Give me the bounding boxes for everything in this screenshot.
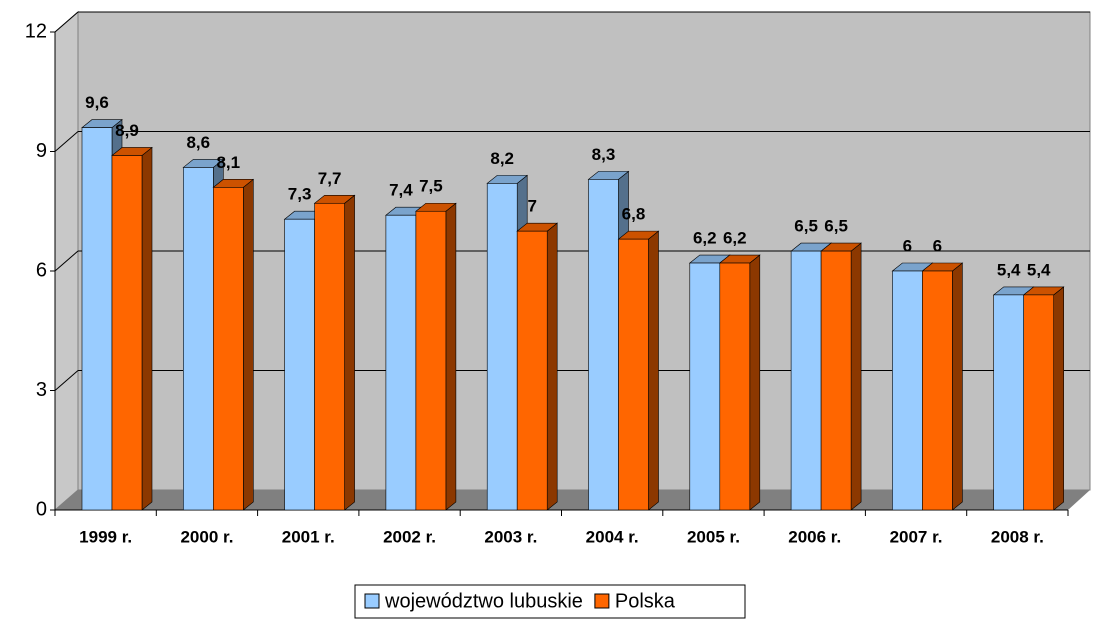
bar: [790, 250, 822, 511]
grid-line: [54, 250, 79, 272]
bar: [922, 270, 953, 511]
data-label: 6,5: [824, 217, 848, 236]
y-tick-label: 6: [36, 259, 47, 281]
data-label: 8,2: [490, 149, 514, 168]
data-label: 6: [933, 236, 942, 255]
x-tick-label: 2005 r.: [687, 527, 740, 546]
bar: [385, 214, 417, 511]
data-label: 7: [527, 197, 536, 216]
y-tick-label: 0: [36, 498, 47, 520]
bar: [314, 202, 345, 511]
x-tick-label: 2007 r.: [890, 527, 943, 546]
data-label: 5,4: [1027, 260, 1051, 279]
legend: [354, 584, 746, 619]
legend-swatch: [594, 593, 610, 609]
x-tick-label: 2008 r.: [991, 527, 1044, 546]
x-tick-label: 2002 r.: [383, 527, 436, 546]
bar-side: [445, 202, 457, 511]
bar: [111, 155, 143, 511]
x-tick-label: 2004 r.: [586, 527, 639, 546]
bar: [183, 167, 214, 511]
legend-label: Polska: [615, 590, 676, 612]
data-label: 7,7: [318, 169, 342, 188]
legend-label: województwo lubuskie: [384, 590, 583, 612]
bar-side: [243, 178, 254, 511]
data-label: 8,3: [592, 145, 616, 164]
bar-side: [1053, 286, 1064, 511]
x-tick-label: 2003 r.: [484, 527, 537, 546]
data-label: 9,6: [85, 93, 109, 112]
bar-side: [546, 222, 558, 511]
data-label: 5,4: [997, 260, 1021, 279]
data-label: 8,9: [115, 121, 139, 140]
data-label: 6: [903, 236, 912, 255]
bar: [618, 238, 649, 511]
y-tick-label: 3: [36, 379, 47, 401]
bar-side: [344, 194, 355, 511]
legend-swatch: [364, 593, 380, 609]
data-label: 8,1: [216, 153, 240, 172]
y-tick-label: 12: [25, 20, 47, 42]
grid-line: [54, 11, 79, 33]
bar: [516, 230, 548, 511]
data-label: 7,5: [419, 177, 443, 196]
data-label: 6,8: [622, 205, 646, 224]
data-label: 6,2: [693, 229, 717, 248]
bar: [284, 218, 315, 511]
bar: [892, 270, 923, 511]
bar-side: [141, 146, 153, 511]
data-label: 7,3: [288, 185, 312, 204]
x-tick-label: 1999 r.: [79, 527, 132, 546]
bar: [689, 262, 721, 511]
data-label: 6,5: [794, 217, 818, 236]
bar: [415, 210, 447, 511]
bar: [820, 250, 852, 511]
bar: [486, 183, 518, 511]
bar: [588, 179, 619, 511]
bar: [1023, 294, 1055, 511]
bar-side: [749, 254, 761, 511]
grid-line: [54, 370, 79, 391]
bar-side: [648, 230, 659, 511]
x-tick-label: 2001 r.: [282, 527, 335, 546]
x-tick-label: 2000 r.: [180, 527, 233, 546]
data-label: 7,4: [389, 181, 413, 200]
bar: [213, 187, 244, 511]
bar-side: [850, 242, 862, 511]
data-label: 6,2: [723, 229, 747, 248]
bar-side: [952, 262, 963, 511]
grid-line: [54, 131, 79, 152]
data-label: 8,6: [186, 133, 210, 152]
x-tick-label: 2006 r.: [788, 527, 841, 546]
bar: [81, 127, 113, 511]
bar: [993, 294, 1025, 511]
bar: [719, 262, 751, 511]
y-tick-label: 9: [36, 140, 47, 162]
